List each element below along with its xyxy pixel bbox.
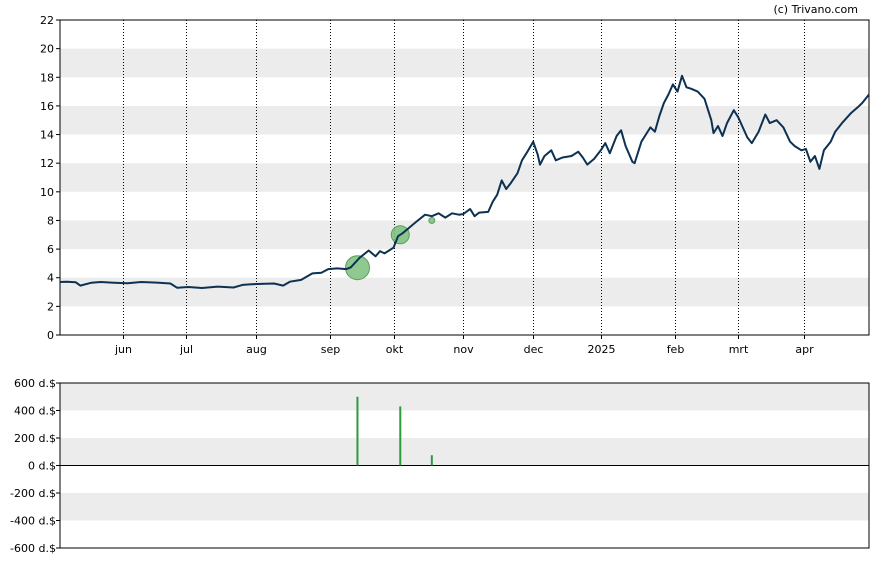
y-tick-label: 20 [40,43,54,56]
y-tick-label: 200 d.$ [14,432,56,445]
grid-band [60,493,869,521]
price-plot-frame [59,19,870,336]
price-y-axis: 0 2 4 6 8 10 12 14 16 18 20 22 [40,14,60,342]
y-tick-label: 22 [40,14,54,27]
y-tick-label: 6 [47,243,54,256]
grid-band [60,48,869,78]
credit-label: (c) Trivano.com [773,3,858,16]
x-tick-label: apr [795,343,814,356]
price-chart: 0 2 4 6 8 10 12 14 16 18 20 22 jun jul aug sep okt nov de… [40,14,870,356]
price-x-axis: jun jul aug sep okt nov dec 2025 feb mrt apr [114,335,814,356]
y-tick-label: -200 d.$ [10,487,56,500]
x-tick-label: dec [524,343,544,356]
y-tick-label: 600 d.$ [14,377,56,390]
y-tick-label: 2 [47,300,54,313]
y-tick-label: -600 d.$ [10,542,56,555]
x-tick-label: mrt [729,343,749,356]
x-tick-label: jun [114,343,132,356]
volume-bar [430,455,433,466]
volume-bar [399,406,402,466]
grid-band [60,105,869,135]
price-grid-bands [60,48,869,307]
x-tick-label: sep [321,343,340,356]
x-tick-label: feb [667,343,685,356]
grid-band [60,438,869,466]
volume-chart: 600 d.$ 400 d.$ 200 d.$ 0 d.$ -200 d.$ -400 d… [10,377,870,555]
y-tick-label: 18 [40,71,54,84]
trade-marker [344,255,370,281]
y-tick-label: 12 [40,157,54,170]
y-tick-label: 8 [47,214,54,227]
grid-band [60,163,869,192]
y-tick-label: 0 [47,329,54,342]
x-tick-label: nov [453,343,474,356]
x-tick-label: aug [246,343,267,356]
y-tick-label: 0 d.$ [28,460,56,473]
y-tick-label: 400 d.$ [14,405,56,418]
x-tick-label: jul [179,343,193,356]
grid-band [60,277,869,307]
grid-band [60,220,869,250]
y-tick-label: 14 [40,129,54,142]
y-tick-label: 16 [40,100,54,113]
volume-y-axis: 600 d.$ 400 d.$ 200 d.$ 0 d.$ -200 d.$ -400 d… [10,377,60,555]
volume-grid-bands [60,383,869,521]
x-tick-label: 2025 [588,343,616,356]
y-tick-label: 10 [40,186,54,199]
grid-band [60,383,869,411]
x-tick-label: okt [386,343,404,356]
price-line [59,74,870,289]
trade-marker [428,216,436,224]
volume-bars [356,396,433,466]
y-tick-label: -400 d.$ [10,515,56,528]
volume-bar [356,396,359,466]
y-tick-label: 4 [47,272,54,285]
